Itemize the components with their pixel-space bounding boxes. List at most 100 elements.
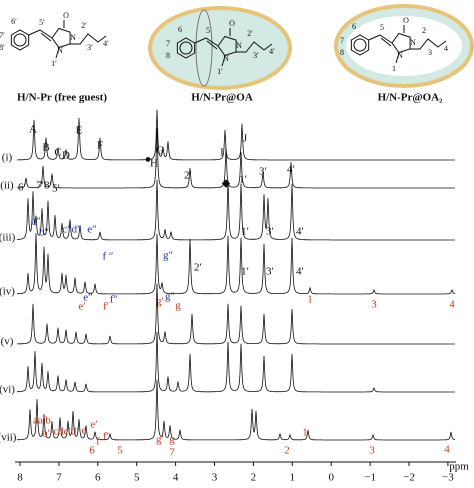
atom-label: N [57, 46, 63, 55]
peak-label: H [150, 158, 158, 170]
x-tick-label: −1 [364, 472, 376, 484]
peak-label: 2′ [184, 170, 192, 182]
benzene-ring [350, 34, 370, 56]
peak-label: 2 [284, 445, 290, 457]
spectrum-trace [17, 283, 455, 345]
spectrum-trace [17, 109, 455, 161]
peak-label: aa′b [33, 415, 51, 427]
peak-label: f ″ [103, 251, 114, 263]
x-tick-label: −2 [403, 472, 415, 484]
trace-label: (iv) [0, 286, 15, 298]
peak-label: e″ [87, 224, 96, 236]
peak-label: 3′ [266, 226, 274, 238]
peak-label: 6′ [18, 182, 26, 194]
peak-label: F [97, 140, 103, 152]
trace-label: (i) [2, 152, 13, 164]
peak-label: 3′ [266, 266, 274, 278]
atom-label: 7 [166, 39, 170, 48]
atom-label: 8 [340, 48, 344, 57]
atom-label: 6′ [11, 17, 17, 26]
x-tick-label: −3 [442, 472, 454, 484]
peak-label: I [220, 147, 224, 159]
peak-label: G [156, 145, 164, 157]
x-tick-label: 6 [95, 472, 101, 484]
atom-label: 5 [206, 26, 210, 35]
peak-label: B [42, 142, 49, 154]
peak-label: g [175, 300, 181, 312]
peak-label: 3 [371, 299, 377, 311]
atom-label: 3 [428, 48, 432, 57]
x-tick-label: 3 [212, 472, 218, 484]
peak-label: g″ [165, 291, 175, 303]
atom-label: N [70, 33, 76, 42]
aromatic-circle [13, 33, 27, 47]
peak-label: cdc′d′ [53, 426, 79, 438]
atom-label: 1 [392, 64, 396, 73]
peak-label: 4′ [296, 226, 304, 238]
imidazolone-ring [217, 35, 237, 57]
peak-label: f′ [103, 301, 109, 313]
bonds [28, 20, 107, 59]
peak-label: 3′ [259, 166, 267, 178]
peak-label: C [54, 147, 61, 159]
x-tick-label: 4 [173, 472, 179, 484]
peak-label: ● [145, 154, 152, 166]
peak-label: E [76, 125, 83, 137]
trace-label: (vi) [0, 384, 15, 396]
bonds [194, 28, 273, 67]
atom-label: 2′ [247, 29, 253, 38]
peak-label: e″ [83, 292, 92, 304]
atom-label: O [403, 16, 409, 25]
peak-label: g″ [163, 250, 173, 262]
aromatic-circle [179, 41, 193, 55]
atom-label: O [229, 19, 235, 28]
atom-label: 2 [422, 26, 426, 35]
peak-label: b′ [42, 428, 50, 440]
atom-label: 8 [166, 51, 170, 60]
trace-label: (iii) [0, 232, 16, 244]
peak-label: 1 [302, 427, 308, 439]
peak-label: 2′ [194, 262, 202, 274]
atom-label: N [397, 51, 403, 60]
peak-label: D [62, 150, 70, 162]
peak-label: g′ [156, 296, 164, 308]
atom-label: N [236, 41, 242, 50]
imidazolone-ring [391, 32, 411, 54]
peak-label: 1′ [241, 266, 249, 278]
atom-label: 4 [444, 44, 448, 53]
peak-label: 4′ [296, 266, 304, 278]
atom-label: 3′ [87, 43, 93, 52]
x-tick-label: 7 [56, 472, 62, 484]
atom-label: 1′ [217, 67, 223, 76]
trace-label: (vii) [0, 432, 17, 444]
peak-label: ◆ [222, 178, 231, 190]
peak-label: e [82, 425, 87, 437]
atom-label: 8′ [0, 43, 5, 52]
peak-label: f [96, 436, 100, 448]
spectrum-trace [16, 379, 456, 441]
peak-label: c″d″ [62, 224, 82, 236]
peak-label: a″ [31, 216, 40, 228]
peak-label: A [29, 124, 37, 136]
atom-label: 3′ [253, 51, 259, 60]
atom-label: 7 [340, 36, 344, 45]
peak-label: f″ [110, 294, 118, 306]
peak-label: 1 [307, 294, 313, 306]
atom-label: 4′ [269, 47, 275, 56]
peak-label: f′ [103, 431, 109, 443]
capsule-inner [346, 16, 462, 76]
atom-label: 2′ [81, 21, 87, 30]
atom-label: 7′ [0, 31, 5, 40]
atom-label: O [63, 11, 69, 20]
structure-caption: H/N-Pr@OA₂ [378, 92, 444, 104]
peak-label: g′ [156, 434, 164, 446]
peak-label: 3 [369, 445, 375, 457]
structure-caption: H/N-Pr (free guest) [17, 92, 107, 104]
peak-label: 1′ [239, 174, 247, 186]
x-tick-label: 0 [328, 472, 334, 484]
trace-label: (ii) [0, 180, 14, 192]
x-tick-label: 5 [134, 472, 140, 484]
peak-label: 7′8′ [36, 180, 52, 192]
trace-label: (v) [1, 336, 14, 348]
